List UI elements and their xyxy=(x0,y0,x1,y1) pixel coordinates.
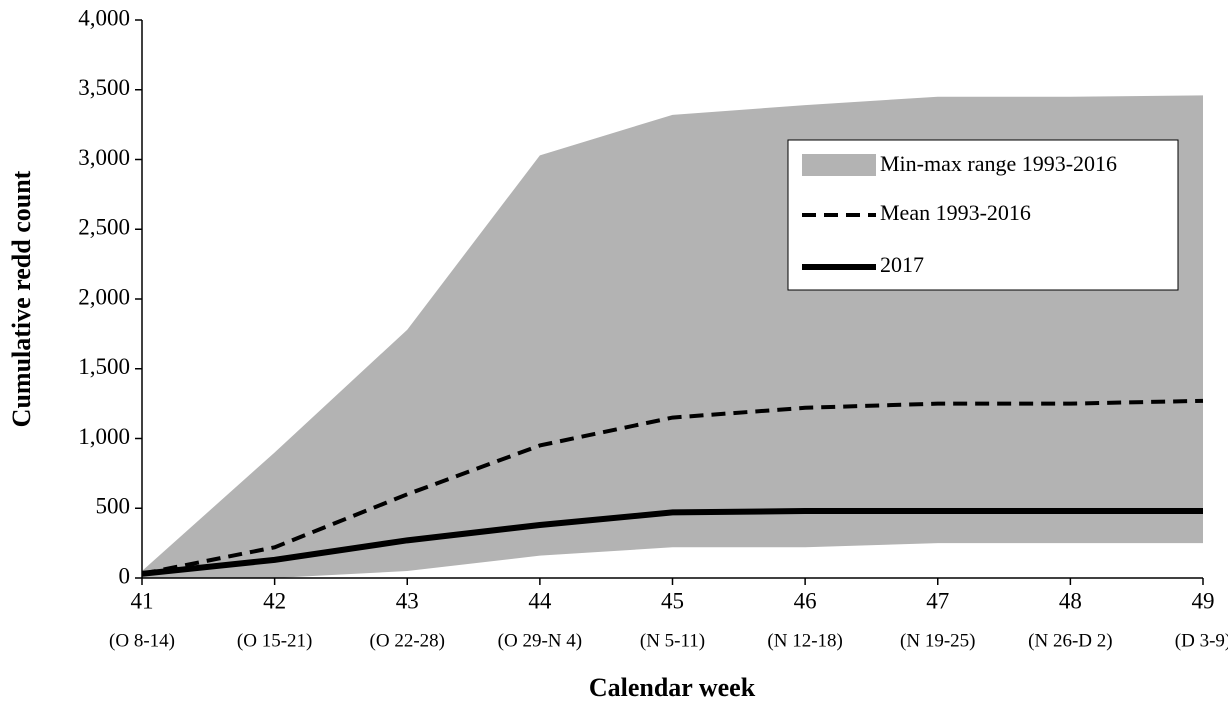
y-tick-label: 3,000 xyxy=(78,145,130,170)
x-tick-sublabel: (N 5-11) xyxy=(640,630,705,651)
legend-label: 2017 xyxy=(880,252,924,277)
series-line xyxy=(141,508,1203,577)
x-tick-sublabel: (O 15-21) xyxy=(237,630,312,651)
x-tick-label: 47 xyxy=(926,588,949,613)
x-tick-label: 49 xyxy=(1192,588,1215,613)
y-tick-label: 0 xyxy=(119,563,131,588)
y-tick-label: 2,500 xyxy=(78,215,130,240)
x-tick-sublabel: (N 12-18) xyxy=(767,630,842,651)
legend-label: Mean 1993-2016 xyxy=(880,200,1031,225)
x-tick-sublabel: (O 8-14) xyxy=(109,630,175,651)
x-tick-label: 41 xyxy=(131,588,154,613)
x-tick-sublabel: (O 29-N 4) xyxy=(498,630,582,651)
y-tick-label: 3,500 xyxy=(78,75,130,100)
x-tick-label: 48 xyxy=(1059,588,1082,613)
x-tick-label: 45 xyxy=(661,588,684,613)
legend-label: Min-max range 1993-2016 xyxy=(880,151,1117,176)
legend-swatch xyxy=(802,154,876,176)
x-tick-sublabel: (D 3-9) xyxy=(1175,630,1228,651)
x-tick-sublabel: (N 26-D 2) xyxy=(1028,630,1112,651)
y-tick-label: 4,000 xyxy=(78,5,130,30)
x-tick-label: 46 xyxy=(794,588,817,613)
y-tick-label: 1,500 xyxy=(78,354,130,379)
y-tick-label: 2,000 xyxy=(78,284,130,309)
x-axis-title: Calendar week xyxy=(589,673,756,702)
x-tick-label: 43 xyxy=(396,588,419,613)
series-line xyxy=(141,398,1204,576)
y-axis-title: Cumulative redd count xyxy=(7,170,36,427)
x-tick-sublabel: (N 19-25) xyxy=(900,630,975,651)
x-tick-label: 44 xyxy=(528,588,552,613)
y-tick-label: 1,000 xyxy=(78,424,130,449)
x-tick-label: 42 xyxy=(263,588,286,613)
x-tick-sublabel: (O 22-28) xyxy=(370,630,445,651)
y-tick-label: 500 xyxy=(96,494,131,519)
